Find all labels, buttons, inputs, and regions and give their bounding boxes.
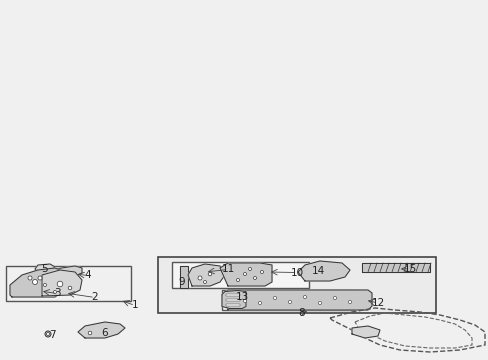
Text: 1: 1 bbox=[131, 301, 138, 310]
Bar bbox=[158, 257, 435, 313]
Circle shape bbox=[253, 276, 256, 279]
Polygon shape bbox=[351, 326, 379, 338]
Bar bbox=[225, 304, 240, 306]
Circle shape bbox=[53, 291, 57, 293]
Polygon shape bbox=[220, 263, 271, 286]
Text: 13: 13 bbox=[235, 292, 248, 302]
Text: 15: 15 bbox=[403, 264, 416, 274]
Polygon shape bbox=[361, 263, 429, 272]
Circle shape bbox=[347, 300, 351, 303]
Circle shape bbox=[260, 270, 263, 274]
Text: 6: 6 bbox=[102, 328, 108, 338]
Circle shape bbox=[318, 301, 321, 305]
Polygon shape bbox=[48, 266, 82, 278]
Bar bbox=[222, 289, 353, 310]
Text: 14: 14 bbox=[311, 266, 324, 275]
Circle shape bbox=[243, 273, 246, 275]
Polygon shape bbox=[180, 266, 187, 288]
Circle shape bbox=[38, 276, 42, 280]
Circle shape bbox=[32, 279, 38, 284]
Polygon shape bbox=[297, 261, 349, 281]
Bar bbox=[6, 266, 131, 301]
Circle shape bbox=[243, 300, 246, 303]
Circle shape bbox=[46, 333, 49, 336]
Circle shape bbox=[236, 279, 239, 282]
Bar bbox=[225, 294, 240, 296]
Circle shape bbox=[198, 276, 202, 280]
Circle shape bbox=[333, 296, 336, 300]
Polygon shape bbox=[42, 270, 82, 296]
Text: 7: 7 bbox=[49, 330, 55, 340]
Bar bbox=[225, 299, 240, 301]
Text: 5: 5 bbox=[41, 264, 47, 274]
Text: 8: 8 bbox=[298, 307, 305, 318]
Circle shape bbox=[303, 296, 306, 298]
Text: 12: 12 bbox=[370, 298, 384, 308]
Circle shape bbox=[273, 296, 276, 300]
Circle shape bbox=[248, 267, 251, 270]
Text: 2: 2 bbox=[92, 292, 98, 302]
Circle shape bbox=[28, 276, 32, 280]
Text: 10: 10 bbox=[290, 267, 303, 278]
Polygon shape bbox=[10, 268, 70, 297]
Circle shape bbox=[43, 284, 46, 287]
Circle shape bbox=[68, 286, 72, 290]
Circle shape bbox=[57, 281, 62, 287]
Polygon shape bbox=[78, 322, 125, 338]
Polygon shape bbox=[187, 264, 224, 286]
Circle shape bbox=[45, 331, 51, 337]
Bar bbox=[172, 262, 308, 288]
Circle shape bbox=[203, 280, 206, 284]
Polygon shape bbox=[222, 291, 245, 309]
Text: 9: 9 bbox=[178, 277, 185, 287]
Polygon shape bbox=[35, 264, 55, 272]
Circle shape bbox=[208, 272, 211, 276]
Circle shape bbox=[88, 331, 92, 335]
Polygon shape bbox=[222, 290, 371, 310]
Text: 11: 11 bbox=[221, 265, 234, 275]
Text: 4: 4 bbox=[84, 270, 91, 280]
Text: 3: 3 bbox=[54, 288, 60, 298]
Circle shape bbox=[258, 301, 261, 305]
Circle shape bbox=[288, 300, 291, 303]
